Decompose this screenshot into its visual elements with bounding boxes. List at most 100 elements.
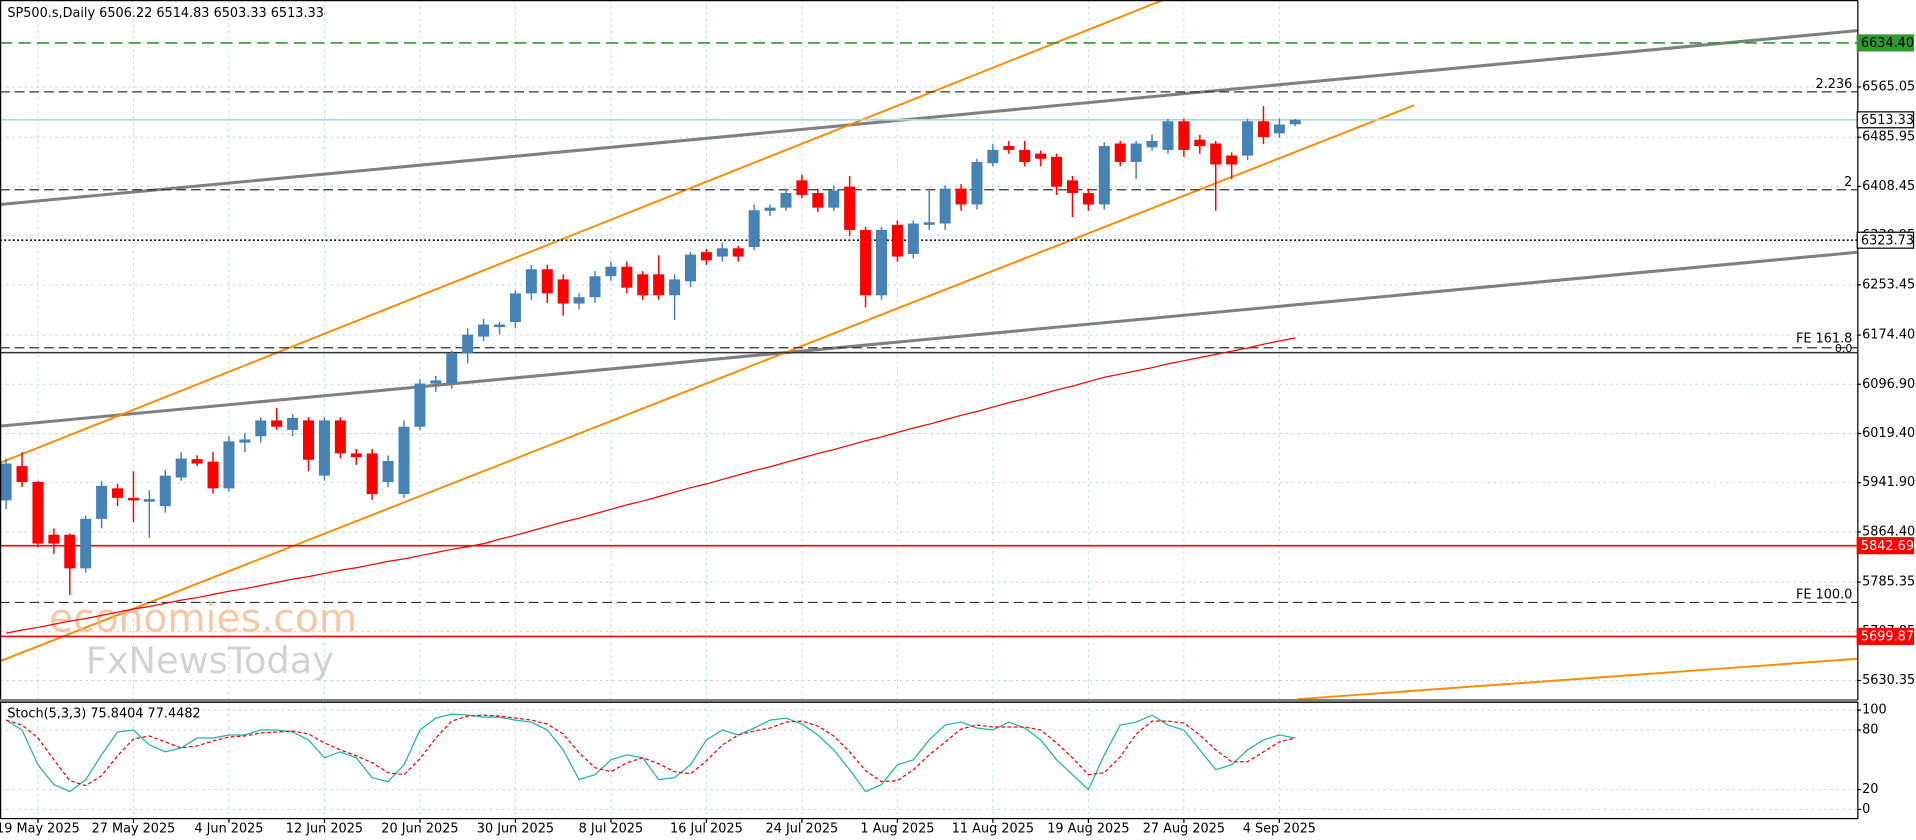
fib-label: 2 xyxy=(1844,175,1852,190)
candle-body xyxy=(430,380,442,384)
trend-line xyxy=(0,250,1858,428)
y-tick-label: 6485.95 xyxy=(1862,130,1915,145)
y-tick-label: 6253.45 xyxy=(1862,277,1915,292)
candle-body xyxy=(1003,146,1015,150)
watermark: economies.com xyxy=(49,596,357,641)
candle-body xyxy=(669,279,681,296)
candle-body xyxy=(637,274,649,296)
y-tick-label: 5864.40 xyxy=(1862,524,1915,539)
watermark: FxNewsToday xyxy=(86,639,334,682)
price-tag xyxy=(1856,34,1915,52)
candle-body xyxy=(764,207,776,211)
candle-body xyxy=(223,441,235,489)
candle-body xyxy=(1210,143,1222,165)
candle-body xyxy=(0,463,12,501)
channel-line xyxy=(0,0,1164,464)
price-tag-label: 6513.33 xyxy=(1861,113,1914,128)
candle-body xyxy=(684,254,697,282)
x-tick-label: 4 Jun 2025 xyxy=(194,821,263,836)
candle-body xyxy=(239,439,251,443)
candle-body xyxy=(80,518,92,569)
price-tag-label: 6323.73 xyxy=(1861,233,1914,248)
candle-body xyxy=(303,420,315,460)
x-tick-label: 27 May 2025 xyxy=(92,821,176,836)
chart-title: SP500.s,Daily 6506.22 6514.83 6503.33 65… xyxy=(7,6,324,21)
moving-average xyxy=(6,337,1296,634)
candle-body xyxy=(366,453,378,495)
candle-body xyxy=(1273,124,1285,134)
candle-body xyxy=(605,266,617,277)
x-tick-label: 27 Aug 2025 xyxy=(1143,821,1225,836)
indicator-title: Stoch(5,3,3) 75.8404 77.4482 xyxy=(7,706,200,721)
frame xyxy=(0,701,1859,820)
y-tick-label: 5941.90 xyxy=(1862,475,1915,490)
price-tag-label: 6634.40 xyxy=(1861,36,1914,51)
candle-body xyxy=(350,453,362,458)
candle-body xyxy=(939,188,951,224)
candle-body xyxy=(64,534,76,569)
candle-body xyxy=(1114,143,1126,162)
candle-body xyxy=(334,420,346,454)
candle-body xyxy=(987,149,999,164)
candle-body xyxy=(923,222,935,225)
candle-body xyxy=(1289,119,1301,125)
y-tick-label: 5630.35 xyxy=(1862,673,1915,688)
candle-body xyxy=(955,188,967,205)
candle-body xyxy=(159,475,171,507)
candle-body xyxy=(589,276,601,298)
candle-body xyxy=(509,293,521,322)
candle-body xyxy=(1082,193,1094,205)
stoch-line xyxy=(5,714,1296,787)
candle-body xyxy=(573,297,585,304)
candle-body xyxy=(1146,140,1158,148)
candle-body xyxy=(143,499,155,502)
x-tick-label: 4 Sep 2025 xyxy=(1243,821,1316,836)
candle-body xyxy=(112,488,124,498)
candle-body xyxy=(446,353,458,384)
channel-line xyxy=(1297,657,1858,701)
candle-body xyxy=(1051,156,1063,187)
plot xyxy=(0,42,1858,793)
candle-body xyxy=(16,466,28,482)
x-tick-label: 11 Aug 2025 xyxy=(952,821,1034,836)
candle-body xyxy=(318,420,330,476)
candle-body xyxy=(971,161,983,205)
candle-body xyxy=(207,461,219,489)
candle-body xyxy=(860,229,872,296)
candle-body xyxy=(478,324,490,337)
trend-line xyxy=(0,29,1858,207)
candle-body xyxy=(175,458,187,478)
x-tick-label: 1 Aug 2025 xyxy=(860,821,934,836)
price-tag-label: 5699.87 xyxy=(1861,630,1914,645)
candle-body xyxy=(1257,121,1269,138)
x-tick-label: 19 Aug 2025 xyxy=(1047,821,1129,836)
candle-body xyxy=(287,417,299,430)
candle-body xyxy=(398,426,410,495)
y-tick-label: 6096.90 xyxy=(1862,377,1915,392)
y-tick-label: 20 xyxy=(1862,782,1878,797)
candle-body xyxy=(382,461,394,482)
candle-body xyxy=(780,193,792,208)
candle-body xyxy=(1194,139,1206,147)
candle-body xyxy=(1098,146,1110,205)
candle-body xyxy=(1162,121,1174,150)
candle-body xyxy=(462,334,474,354)
candle-body xyxy=(891,224,903,257)
candle-body xyxy=(127,497,139,501)
candle-body xyxy=(748,210,760,248)
candle-body xyxy=(907,223,919,255)
fib-label: FE 100.0 xyxy=(1796,588,1852,603)
x-tick-label: 16 Jul 2025 xyxy=(670,821,743,836)
x-tick-label: 19 May 2025 xyxy=(0,821,80,836)
candle-body xyxy=(1019,149,1031,162)
y-tick-label: 6174.40 xyxy=(1862,328,1915,343)
grid xyxy=(0,0,1858,818)
candle-body xyxy=(414,383,426,427)
candle-body xyxy=(48,534,60,544)
candle-body xyxy=(796,180,808,195)
candle-body xyxy=(828,190,840,208)
candle-body xyxy=(557,279,569,304)
candle-body xyxy=(493,324,506,328)
